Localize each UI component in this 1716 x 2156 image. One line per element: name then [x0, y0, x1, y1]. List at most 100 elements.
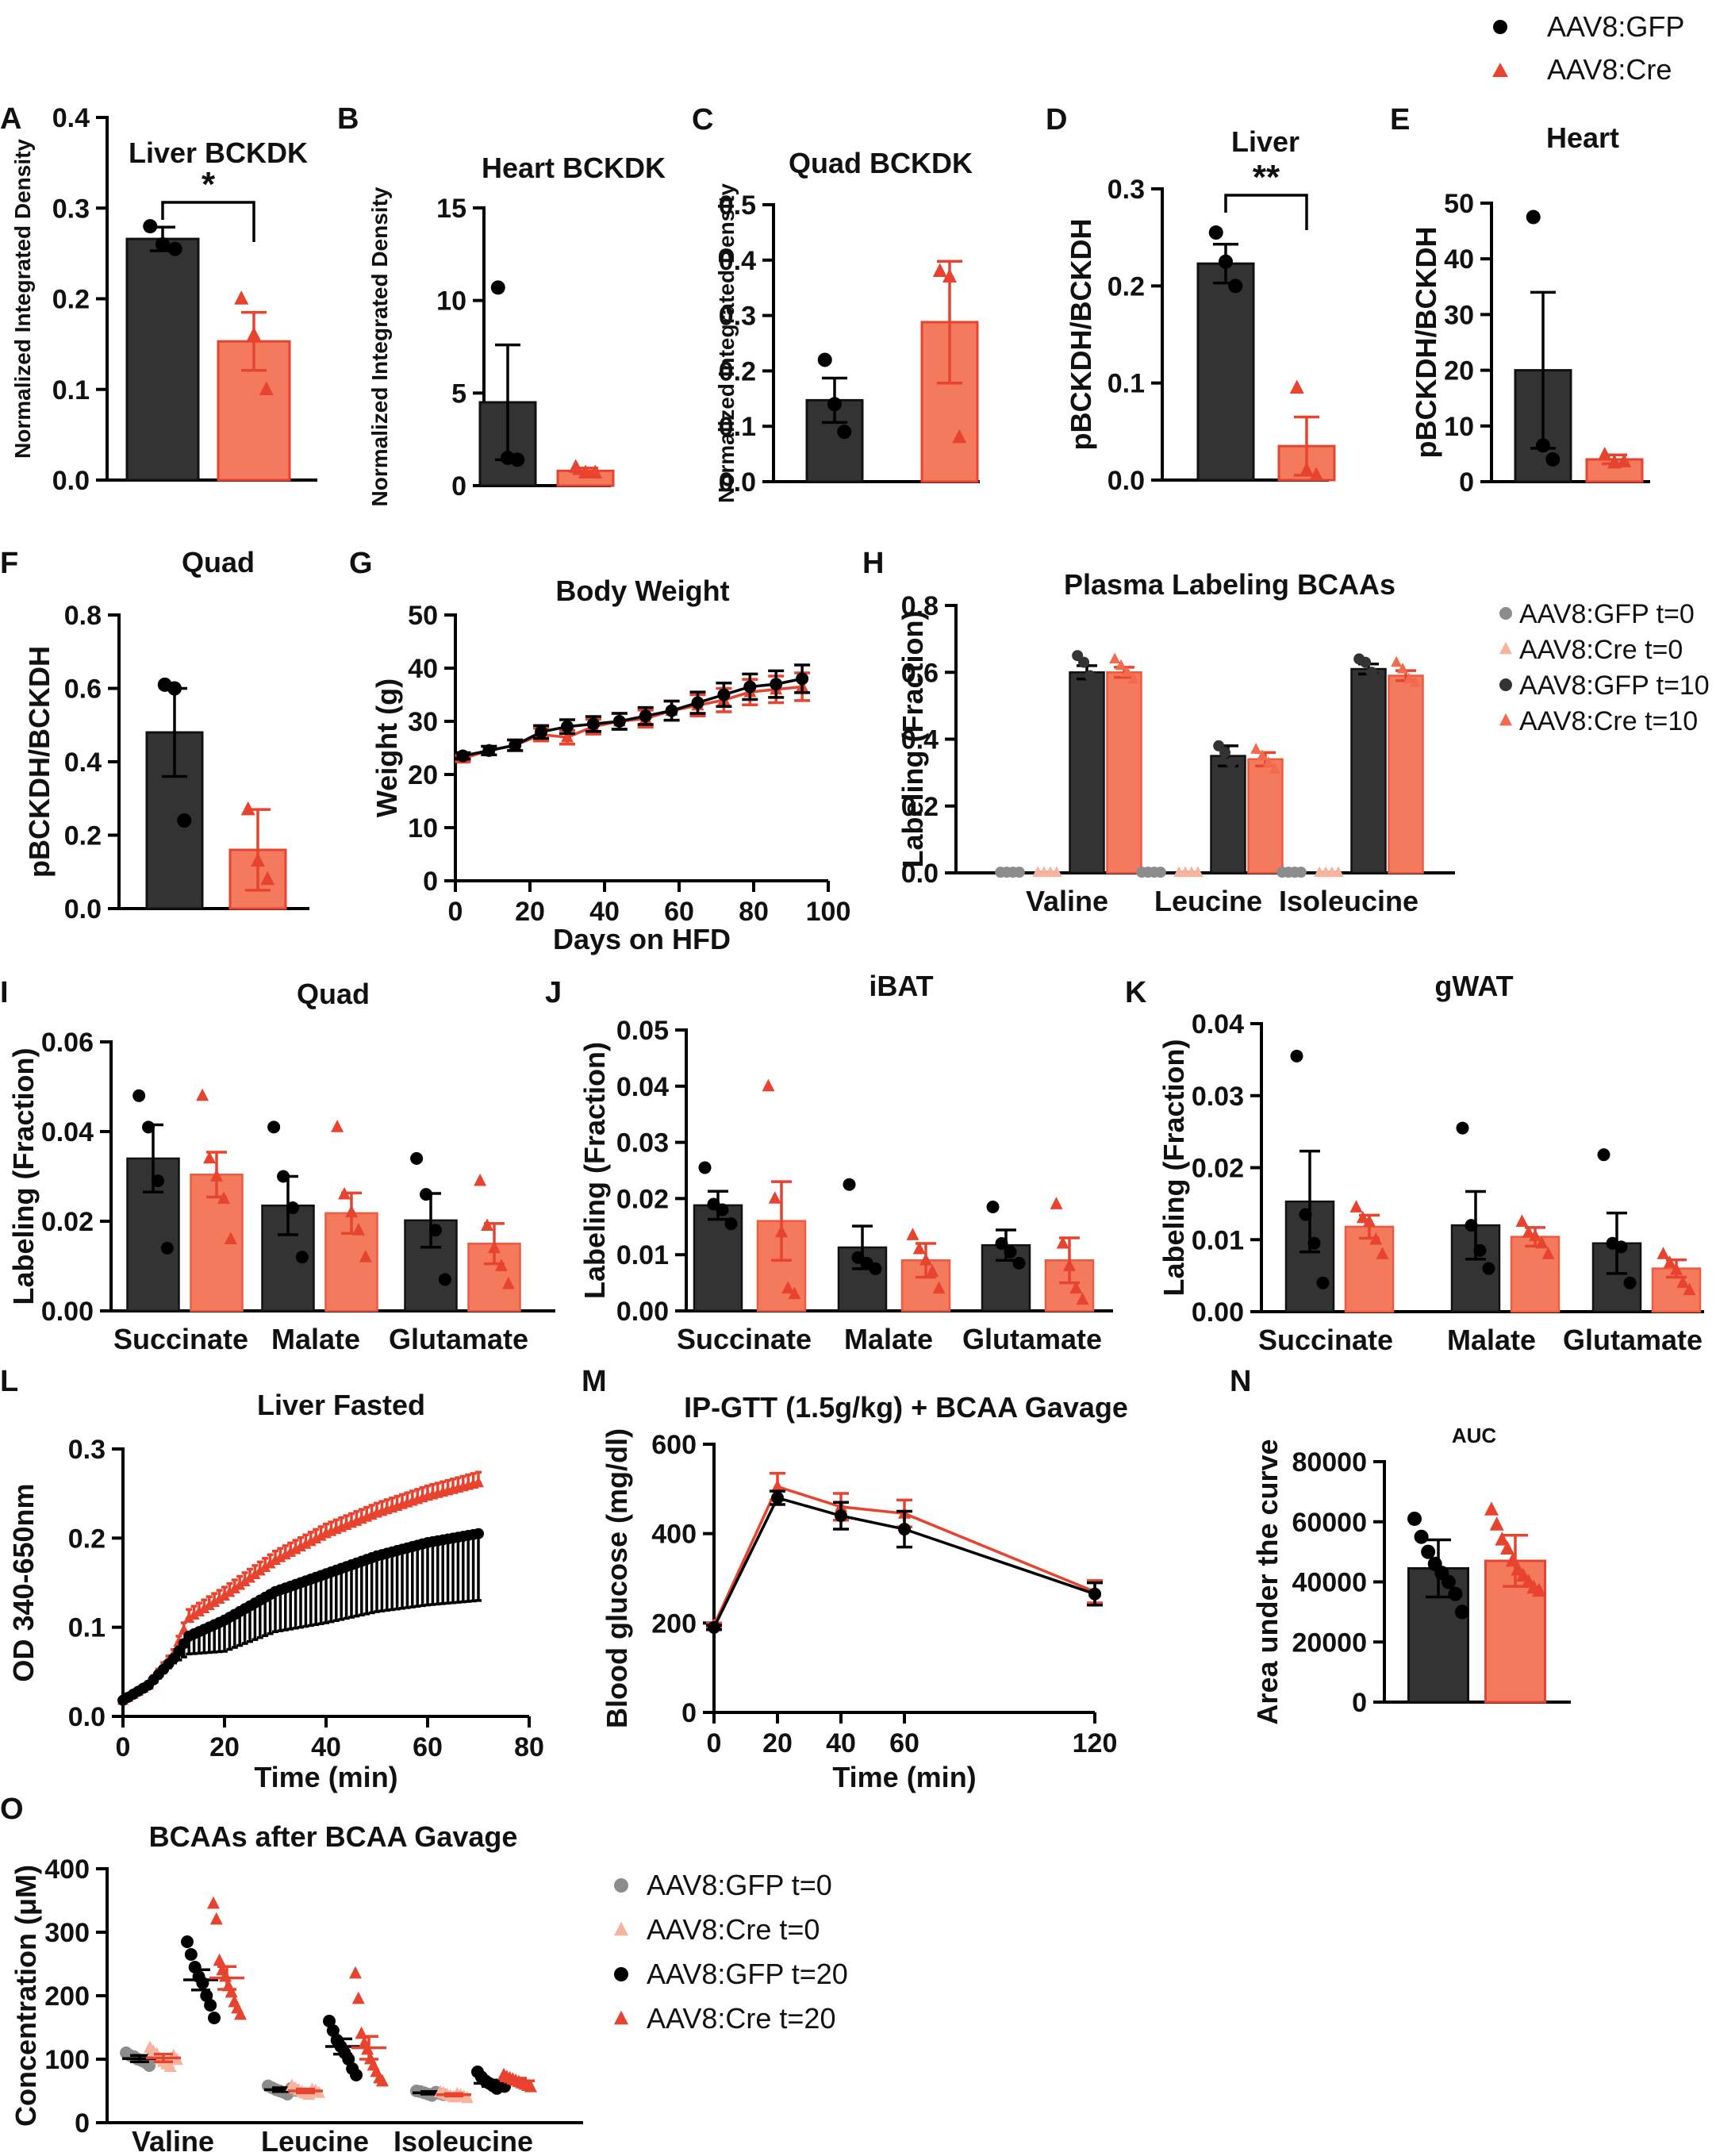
- error-bar: [217, 1965, 236, 1991]
- data-point: [932, 1281, 946, 1294]
- data-point: [1448, 1586, 1463, 1601]
- panel-h: H Plasma Labeling BCAAs 0.0 0.2 0.4 0.6 0.8Lab…: [862, 547, 1710, 917]
- data-point: [698, 1161, 712, 1174]
- y-tick-label: 5: [451, 379, 466, 409]
- data-point: [264, 1557, 276, 1569]
- panel-title: Heart BCKDK: [482, 152, 666, 184]
- data-point: [586, 717, 600, 731]
- y-tick-label: 0.4: [901, 725, 939, 755]
- y-tick-label: 0: [423, 867, 438, 897]
- x-tick-label: 120: [1073, 1728, 1118, 1758]
- y-tick-label: 0.04: [41, 1117, 94, 1147]
- data-point: [1088, 1587, 1101, 1601]
- y-tick-label: 30: [408, 707, 438, 737]
- data-point: [196, 1088, 209, 1101]
- y-tick-label: 0.2: [901, 792, 939, 822]
- x-tick-label: Glutamate: [1563, 1324, 1703, 1356]
- error-bar: [399, 1547, 405, 1610]
- legend-marker: [614, 1921, 628, 1936]
- panel-o: O BCAAs after BCAA Gavage 0 100 200 300 400Con…: [0, 1793, 848, 2156]
- x-tick-label: Malate: [844, 1323, 933, 1355]
- data-point: [501, 1276, 515, 1289]
- data-point: [691, 696, 704, 709]
- y-tick-label: 0.02: [616, 1184, 669, 1214]
- data-point: [188, 1608, 200, 1620]
- data-point: [163, 2059, 177, 2072]
- error-bar: [475, 1531, 482, 1602]
- y-tick-label: 0.0: [1108, 466, 1145, 496]
- data-point: [509, 739, 522, 752]
- error-bar: [130, 2054, 149, 2063]
- data-point: [143, 219, 158, 234]
- data-point: [204, 1999, 217, 2012]
- panel-c: C Quad BCKDK 0.0 0.1 0.2 0.3 0.4 0.5Normalized …: [692, 103, 980, 503]
- data-point: [1597, 446, 1612, 461]
- data-point: [510, 452, 525, 467]
- legend-marker: [1499, 607, 1512, 620]
- panel-title: Quad: [182, 546, 255, 578]
- y-tick-label: 0.0: [64, 894, 102, 924]
- data-point: [167, 241, 182, 256]
- data-point: [1316, 1276, 1330, 1289]
- y-axis-label: Normalized Integrated Density: [10, 139, 35, 459]
- error-bar: [328, 1570, 335, 1624]
- data-point: [835, 1509, 847, 1523]
- error-bar: [323, 1572, 329, 1624]
- error-bar: [368, 1556, 375, 1615]
- panel-f: F Quad 0.0 0.2 0.4 0.6 0.8 pBCKDH/BCKDH: [0, 546, 309, 924]
- y-tick-label: 0: [681, 1698, 697, 1728]
- data-point: [932, 263, 947, 277]
- data-point: [351, 1223, 365, 1236]
- data-point: [326, 2024, 340, 2037]
- panel-m: MIP-GTT (1.5g/kg) + BCAA Gavage020040060…: [582, 1365, 1128, 1793]
- y-tick-label: 100: [44, 2045, 90, 2075]
- data-point: [181, 1935, 194, 1948]
- bar: [1247, 758, 1284, 874]
- x-tick-label: 20: [209, 1732, 240, 1762]
- data-point: [612, 715, 626, 728]
- data-point: [1663, 1255, 1676, 1268]
- data-point: [1489, 1516, 1504, 1531]
- panel-title: Body Weight: [555, 575, 729, 607]
- error-bar: [434, 1539, 441, 1606]
- y-axis-label: pBCKDH/BCKDH: [23, 646, 56, 878]
- x-tick-label: 40: [826, 1728, 856, 1758]
- y-tick-label: 80000: [1292, 1447, 1367, 1478]
- significance-bracket: [161, 201, 255, 242]
- error-bar: [409, 1545, 416, 1608]
- data-point: [208, 2012, 221, 2024]
- y-tick-label: 0.3: [1108, 175, 1145, 205]
- data-point: [535, 725, 548, 739]
- x-tick-label: 20: [515, 897, 545, 927]
- error-bar: [363, 1558, 370, 1616]
- panel-d: D Liver 0.0 0.1 0.2 0.3 pBCKDH/BCKDH **: [1046, 103, 1336, 496]
- data-point: [942, 268, 957, 282]
- x-tick-label: Malate: [1447, 1324, 1536, 1356]
- y-tick-label: 0.3: [52, 194, 90, 224]
- bar: [1388, 674, 1424, 874]
- x-tick-label: Glutamate: [389, 1323, 528, 1355]
- y-tick-label: 0.00: [41, 1297, 94, 1327]
- x-tick-label: 60: [664, 897, 694, 927]
- y-tick-label: 0: [1459, 467, 1474, 498]
- y-tick-label: 200: [651, 1608, 697, 1639]
- y-tick-label: 0.1: [719, 412, 756, 442]
- data-point: [906, 1228, 919, 1240]
- error-bar: [374, 1555, 380, 1613]
- error-bar: [296, 2087, 315, 2095]
- y-tick-label: 300: [44, 1918, 90, 1948]
- y-tick-label: 0.3: [68, 1435, 106, 1465]
- y-tick-label: 0.4: [64, 747, 102, 778]
- y-axis-label: pBCKDH/BCKDH: [1410, 227, 1442, 459]
- bar-gfp: [125, 237, 200, 482]
- panel-n: N AUC 0 20000 40000 60000 80000 Area under the …: [1230, 1365, 1571, 1725]
- data-point: [771, 1479, 784, 1492]
- panel-letter: L: [0, 1365, 18, 1398]
- data-point: [323, 2015, 336, 2027]
- panel-letter: J: [545, 976, 562, 1009]
- y-tick-label: 0.6: [901, 658, 939, 688]
- data-point: [665, 704, 678, 717]
- panel-title: iBAT: [869, 970, 933, 1002]
- legend-marker: [1499, 678, 1512, 691]
- y-tick-label: 0.06: [41, 1028, 94, 1058]
